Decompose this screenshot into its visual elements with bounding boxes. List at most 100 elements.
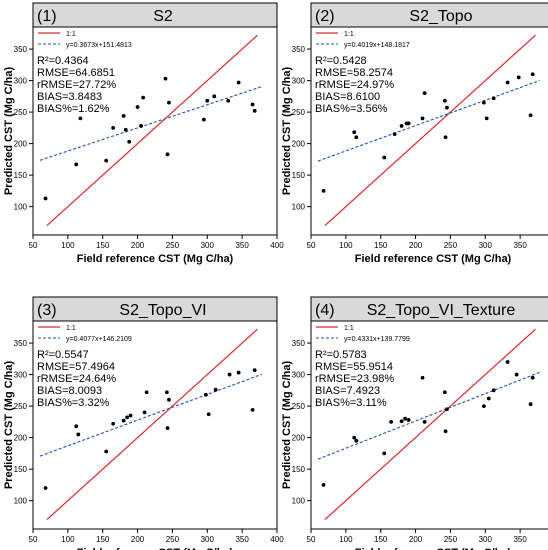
data-point	[125, 415, 130, 420]
x-tick-label: 150	[96, 535, 110, 544]
x-tick-label: 150	[374, 535, 388, 544]
stat-line: BIAS%=3.32%	[37, 397, 110, 409]
data-point	[252, 108, 257, 113]
data-point	[422, 419, 427, 424]
x-tick-label: 200	[131, 535, 145, 544]
x-tick-label: 250	[444, 535, 458, 544]
data-point	[165, 152, 170, 157]
data-point	[528, 402, 533, 407]
data-point	[352, 435, 357, 440]
x-tick-label: 250	[166, 241, 180, 250]
x-tick-label: 100	[61, 535, 75, 544]
data-point	[141, 95, 146, 100]
data-point	[354, 438, 359, 443]
fit-line	[39, 86, 262, 161]
data-point	[135, 105, 140, 109]
data-point	[505, 360, 510, 364]
x-tick-label: 300	[201, 535, 215, 544]
data-point	[420, 116, 425, 121]
data-point	[121, 113, 126, 118]
x-tick-label: 50	[307, 535, 316, 544]
y-tick-label: 150	[292, 465, 306, 474]
x-tick-label: 250	[166, 535, 180, 544]
data-point	[420, 375, 425, 380]
y-tick-label: 300	[292, 371, 306, 380]
x-tick-label: 50	[29, 535, 38, 544]
y-tick-label: 250	[292, 402, 306, 411]
data-point	[128, 413, 133, 418]
data-point	[352, 130, 357, 135]
data-point	[406, 121, 411, 126]
stat-line: R²=0.5547	[37, 349, 89, 361]
y-axis-label: Predicted CST (Mg C/ha)	[281, 66, 293, 195]
stat-line: BIAS%=3.56%	[315, 103, 388, 115]
data-point	[111, 125, 116, 130]
x-tick-label: 150	[96, 241, 110, 250]
data-point	[104, 158, 109, 163]
data-point	[205, 98, 210, 103]
panel-header	[32, 2, 278, 28]
data-point	[236, 370, 241, 375]
legend-one-to-one-label: 1:1	[344, 325, 354, 332]
plot-content	[39, 34, 262, 226]
x-tick-label: 300	[201, 241, 215, 250]
y-tick-label: 300	[14, 77, 28, 86]
data-point	[491, 96, 496, 101]
legend-fit-label: y=0.4331x+139.7799	[344, 336, 410, 343]
data-point	[321, 188, 326, 193]
data-point	[382, 451, 387, 456]
data-point	[213, 387, 218, 392]
x-tick-label: 300	[479, 241, 493, 250]
plot-area	[32, 26, 278, 236]
y-tick-label: 200	[292, 140, 306, 149]
data-point	[399, 419, 404, 424]
y-tick-label: 350	[292, 339, 306, 348]
data-point	[121, 418, 126, 423]
data-point	[403, 416, 408, 421]
data-point	[164, 390, 169, 395]
data-point	[484, 116, 489, 121]
data-point	[530, 375, 535, 380]
fit-line	[317, 79, 540, 162]
y-axis-label: Predicted CST (Mg C/ha)	[3, 360, 15, 489]
data-point	[252, 368, 257, 373]
data-point	[78, 116, 83, 121]
x-tick-label: 300	[479, 535, 493, 544]
data-point	[203, 392, 208, 397]
x-tick-label: 350	[513, 535, 527, 544]
data-point	[227, 372, 232, 377]
panel-title: S2_Topo_VI	[119, 302, 206, 319]
y-tick-label: 100	[292, 203, 306, 212]
y-tick-label: 350	[14, 45, 28, 54]
y-tick-label: 200	[14, 140, 28, 149]
panel-2: (2)S2_Topo501001502002503003504001001502…	[281, 2, 548, 265]
legend-fit-label: y=0.4077x+146.2109	[66, 336, 132, 343]
stat-line: BIAS=8.0093	[37, 385, 102, 397]
stat-line: rRMSE=27.72%	[37, 79, 116, 91]
x-tick-label: 100	[339, 241, 353, 250]
stat-line: rRMSE=24.64%	[37, 373, 116, 385]
y-tick-label: 150	[14, 171, 28, 180]
stat-line: BIAS%=1.62%	[37, 103, 110, 115]
y-tick-label: 200	[292, 434, 306, 443]
x-tick-label: 100	[61, 241, 75, 250]
x-tick-label: 150	[374, 241, 388, 250]
panel-title: S2_Topo_VI_Texture	[367, 302, 516, 319]
data-point	[321, 482, 326, 487]
x-tick-label: 400	[270, 535, 284, 544]
data-point	[76, 432, 81, 437]
y-tick-label: 100	[14, 497, 28, 506]
stat-line: RMSE=57.4964	[37, 361, 115, 373]
stat-line: RMSE=58.2574	[315, 67, 393, 79]
stat-line: R²=0.5428	[315, 55, 367, 67]
plot-content	[39, 328, 262, 520]
panel-3: (3) S2_Topo_VI 50 100 150 200 250 300 350 400 100 1…	[3, 296, 284, 550]
y-tick-label: 250	[14, 108, 28, 117]
data-point	[139, 124, 143, 128]
stat-line: RMSE=64.6851	[37, 67, 115, 79]
stat-line: R²=0.5783	[315, 349, 367, 361]
data-point	[528, 113, 533, 118]
data-point	[104, 449, 109, 454]
legend-one-to-one-label: 1:1	[66, 31, 76, 38]
y-tick-label: 200	[14, 434, 28, 443]
